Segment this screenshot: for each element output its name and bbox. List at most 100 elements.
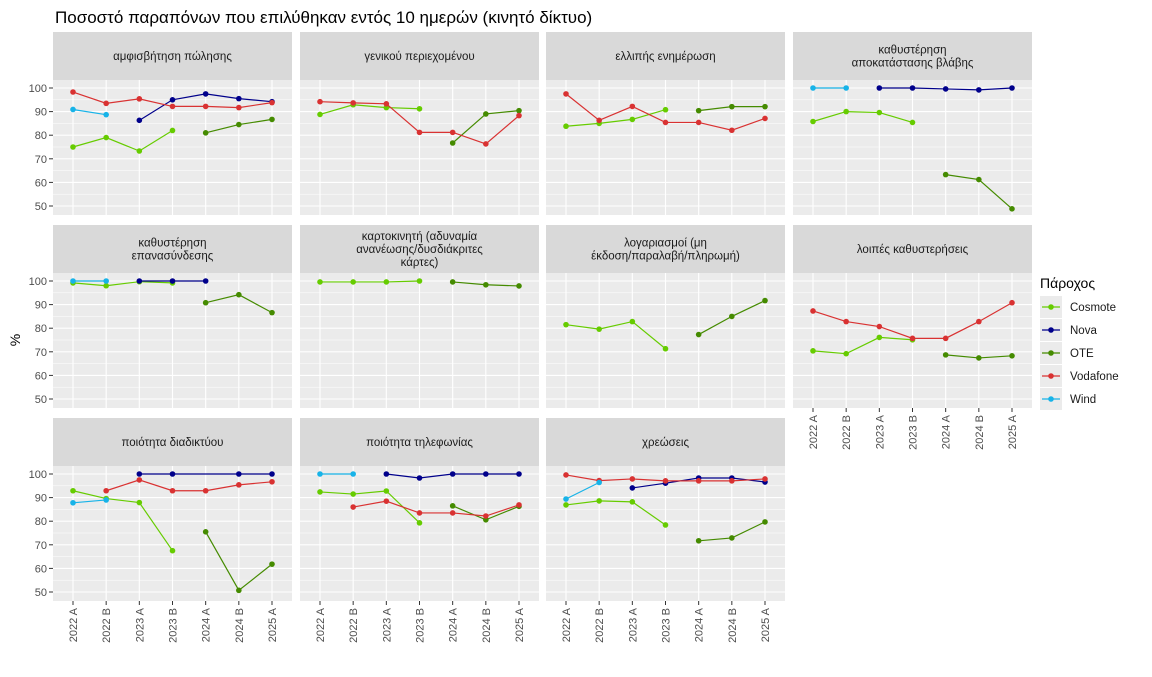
legend-label-vodafone: Vodafone — [1070, 371, 1119, 383]
data-point-vodafone — [976, 318, 982, 325]
data-point-ote — [942, 171, 949, 178]
data-point-cosmote — [317, 279, 323, 285]
data-point-ote — [483, 111, 489, 117]
data-point-nova — [169, 471, 176, 477]
x-tick-label: 2023 A — [627, 607, 639, 642]
data-point-wind — [70, 106, 76, 113]
data-point-ote — [483, 281, 489, 288]
data-point-nova — [169, 278, 176, 284]
data-point-nova — [416, 475, 423, 481]
data-point-ote — [695, 331, 702, 338]
data-point-vodafone — [103, 100, 109, 107]
x-tick-label: 2024 A — [201, 607, 213, 642]
data-point-nova — [169, 97, 176, 103]
data-point-cosmote — [136, 499, 143, 506]
data-point-vodafone — [269, 478, 275, 485]
legend-label-wind: Wind — [1070, 394, 1096, 406]
series-line-cosmote — [72, 281, 173, 287]
data-point-ote — [976, 176, 982, 183]
facet-title: ανανέωσης/δυσδιάκριτες — [356, 244, 483, 256]
data-point-ote — [449, 279, 456, 285]
data-point-cosmote — [876, 334, 883, 341]
data-point-vodafone — [516, 502, 522, 508]
series-line-wind — [72, 108, 107, 116]
facet-strip — [546, 32, 785, 80]
y-tick-label: 60 — [35, 563, 47, 575]
data-point-vodafone — [762, 476, 768, 482]
data-point-cosmote — [909, 119, 916, 126]
data-point-vodafone — [662, 119, 669, 126]
chart-title: Ποσοστό παραπόνων που επιλύθηκαν εντός 1… — [55, 8, 592, 27]
data-point-ote — [695, 107, 702, 114]
facet-title: γενικού περιεχομένου — [364, 51, 474, 63]
legend-point — [1048, 350, 1054, 356]
legend-label-nova: Nova — [1070, 325, 1097, 337]
data-point-cosmote — [103, 282, 109, 289]
data-point-nova — [202, 91, 209, 97]
data-point-cosmote — [383, 488, 390, 494]
data-point-vodafone — [416, 510, 423, 516]
data-point-vodafone — [483, 513, 489, 519]
x-tick-label: 2024 B — [974, 415, 986, 450]
data-point-ote — [729, 103, 735, 110]
data-point-cosmote — [596, 498, 602, 504]
data-point-wind — [843, 85, 849, 91]
data-point-vodafone — [695, 478, 702, 484]
data-point-cosmote — [629, 318, 636, 325]
data-point-wind — [350, 471, 356, 477]
data-point-ote — [236, 121, 242, 128]
data-point-cosmote — [629, 499, 636, 505]
data-point-ote — [762, 519, 768, 525]
data-point-cosmote — [169, 127, 176, 134]
data-point-ote — [202, 529, 209, 535]
x-tick-label: 2024 A — [448, 607, 460, 642]
y-tick-label: 90 — [35, 107, 47, 119]
data-point-vodafone — [169, 487, 176, 494]
y-tick-label: 80 — [35, 323, 47, 335]
data-point-vodafone — [70, 89, 76, 95]
x-tick-label: 2022 A — [561, 607, 573, 642]
data-point-nova — [449, 471, 456, 477]
data-point-nova — [136, 471, 143, 477]
data-point-nova — [136, 117, 143, 124]
data-point-wind — [596, 479, 602, 486]
x-tick-label: 2024 B — [481, 608, 493, 643]
data-point-wind — [70, 499, 76, 506]
data-point-ote — [1009, 353, 1015, 359]
data-point-vodafone — [236, 104, 242, 111]
data-point-vodafone — [350, 504, 356, 510]
data-point-nova — [1009, 85, 1015, 91]
data-point-vodafone — [596, 117, 602, 124]
data-point-vodafone — [449, 129, 456, 136]
series-line-cosmote — [72, 490, 173, 552]
facet-title: χρεώσεις — [642, 437, 689, 449]
data-point-ote — [1009, 206, 1015, 212]
x-tick-label: 2025 A — [760, 607, 772, 642]
data-point-cosmote — [317, 489, 323, 495]
data-point-vodafone — [317, 98, 323, 105]
x-tick-label: 2022 B — [101, 608, 113, 643]
data-point-nova — [383, 471, 390, 477]
data-point-nova — [236, 95, 242, 102]
data-point-vodafone — [416, 129, 423, 136]
y-tick-label: 100 — [29, 276, 47, 288]
data-point-cosmote — [843, 108, 849, 115]
x-tick-label: 2024 B — [234, 608, 246, 643]
data-point-wind — [103, 111, 109, 118]
data-point-cosmote — [70, 144, 76, 150]
data-point-cosmote — [103, 134, 109, 141]
x-tick-label: 2023 B — [168, 608, 180, 643]
data-point-ote — [449, 503, 456, 509]
series-line-wind — [72, 499, 107, 504]
y-tick-label: 90 — [35, 493, 47, 505]
data-point-vodafone — [563, 91, 569, 97]
y-tick-label: 80 — [35, 130, 47, 142]
data-point-vodafone — [695, 119, 702, 126]
facet-title: λογαριασμοί (μη — [624, 238, 707, 250]
data-point-wind — [103, 278, 109, 284]
legend-point — [1048, 327, 1054, 333]
data-point-cosmote — [596, 326, 602, 332]
data-point-nova — [136, 278, 143, 284]
facet-title: καθυστέρηση — [138, 238, 206, 250]
